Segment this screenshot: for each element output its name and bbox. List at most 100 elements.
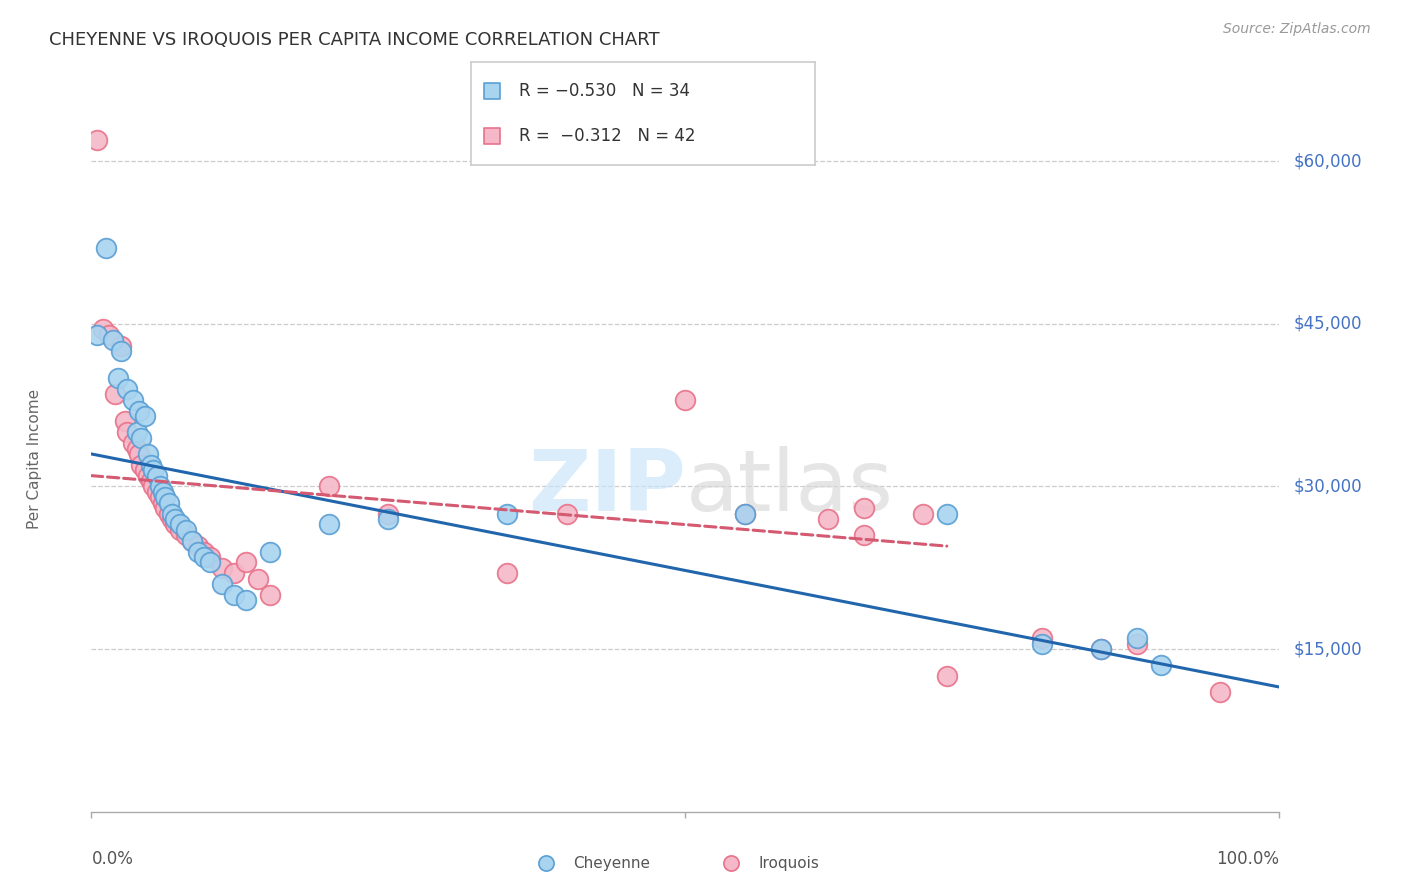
Point	[139, 458, 162, 472]
Point	[817, 512, 839, 526]
Point	[852, 528, 875, 542]
Point	[160, 507, 183, 521]
Point	[94, 241, 117, 255]
Point	[129, 458, 152, 472]
Point	[193, 549, 215, 564]
Point	[235, 593, 257, 607]
Point	[153, 501, 176, 516]
Text: R =  −0.312   N = 42: R = −0.312 N = 42	[519, 128, 696, 145]
Point	[259, 544, 281, 558]
Text: R = −0.530   N = 34: R = −0.530 N = 34	[519, 82, 690, 100]
Point	[1031, 637, 1053, 651]
Text: ZIP: ZIP	[527, 446, 685, 529]
Point	[122, 436, 145, 450]
Point	[134, 463, 156, 477]
Point	[259, 588, 281, 602]
Point	[534, 856, 557, 871]
Text: 100.0%: 100.0%	[1216, 850, 1279, 869]
Point	[157, 507, 180, 521]
Point	[169, 523, 191, 537]
Point	[318, 479, 340, 493]
Point	[142, 479, 165, 493]
Point	[211, 561, 233, 575]
Point	[139, 474, 162, 488]
Point	[125, 442, 148, 456]
Point	[110, 343, 132, 358]
Point	[852, 501, 875, 516]
Point	[1126, 632, 1149, 646]
Point	[176, 523, 198, 537]
Text: 0.0%: 0.0%	[91, 850, 134, 869]
Point	[160, 512, 183, 526]
Point	[129, 431, 152, 445]
Text: CHEYENNE VS IROQUOIS PER CAPITA INCOME CORRELATION CHART: CHEYENNE VS IROQUOIS PER CAPITA INCOME C…	[49, 31, 659, 49]
Point	[138, 447, 160, 461]
Point	[193, 544, 215, 558]
Point	[1031, 632, 1053, 646]
Text: Iroquois: Iroquois	[758, 856, 818, 871]
Point	[187, 539, 209, 553]
Point	[149, 491, 172, 505]
Point	[114, 414, 136, 428]
Point	[246, 572, 269, 586]
Point	[98, 327, 121, 342]
Point	[720, 856, 742, 871]
Point	[481, 84, 503, 98]
Point	[1209, 685, 1232, 699]
Point	[935, 669, 957, 683]
Point	[911, 507, 934, 521]
Point	[110, 338, 132, 352]
Point	[496, 507, 519, 521]
Point	[122, 392, 145, 407]
Point	[163, 512, 186, 526]
Point	[149, 479, 172, 493]
Text: atlas: atlas	[685, 446, 893, 529]
Point	[107, 371, 129, 385]
Point	[134, 409, 156, 423]
Point	[734, 507, 756, 521]
Point	[377, 512, 399, 526]
Point	[86, 327, 108, 342]
Point	[163, 517, 186, 532]
Point	[152, 484, 174, 499]
Text: $15,000: $15,000	[1294, 640, 1362, 658]
Point	[91, 322, 114, 336]
Point	[128, 447, 150, 461]
Point	[211, 577, 233, 591]
Text: $30,000: $30,000	[1294, 477, 1362, 495]
Point	[673, 392, 696, 407]
Point	[125, 425, 148, 440]
Point	[496, 566, 519, 581]
Point	[115, 425, 138, 440]
Point	[555, 507, 578, 521]
Point	[1090, 642, 1112, 657]
Point	[169, 517, 191, 532]
Point	[181, 533, 204, 548]
Point	[935, 507, 957, 521]
Point	[142, 463, 165, 477]
Text: $45,000: $45,000	[1294, 315, 1362, 333]
Point	[157, 496, 180, 510]
Point	[200, 549, 222, 564]
Point	[128, 403, 150, 417]
Point	[101, 333, 124, 347]
Point	[1090, 642, 1112, 657]
Text: Source: ZipAtlas.com: Source: ZipAtlas.com	[1223, 22, 1371, 37]
Point	[235, 555, 257, 569]
Text: Per Capita Income: Per Capita Income	[27, 389, 42, 530]
Point	[153, 491, 176, 505]
Point	[377, 507, 399, 521]
Point	[222, 566, 245, 581]
Point	[1126, 637, 1149, 651]
Point	[222, 588, 245, 602]
Point	[104, 387, 127, 401]
Point	[200, 555, 222, 569]
Point	[145, 484, 167, 499]
Point	[86, 132, 108, 146]
Point	[734, 507, 756, 521]
Point	[115, 382, 138, 396]
Point	[181, 533, 204, 548]
Point	[187, 544, 209, 558]
Point	[138, 468, 160, 483]
Point	[145, 468, 167, 483]
